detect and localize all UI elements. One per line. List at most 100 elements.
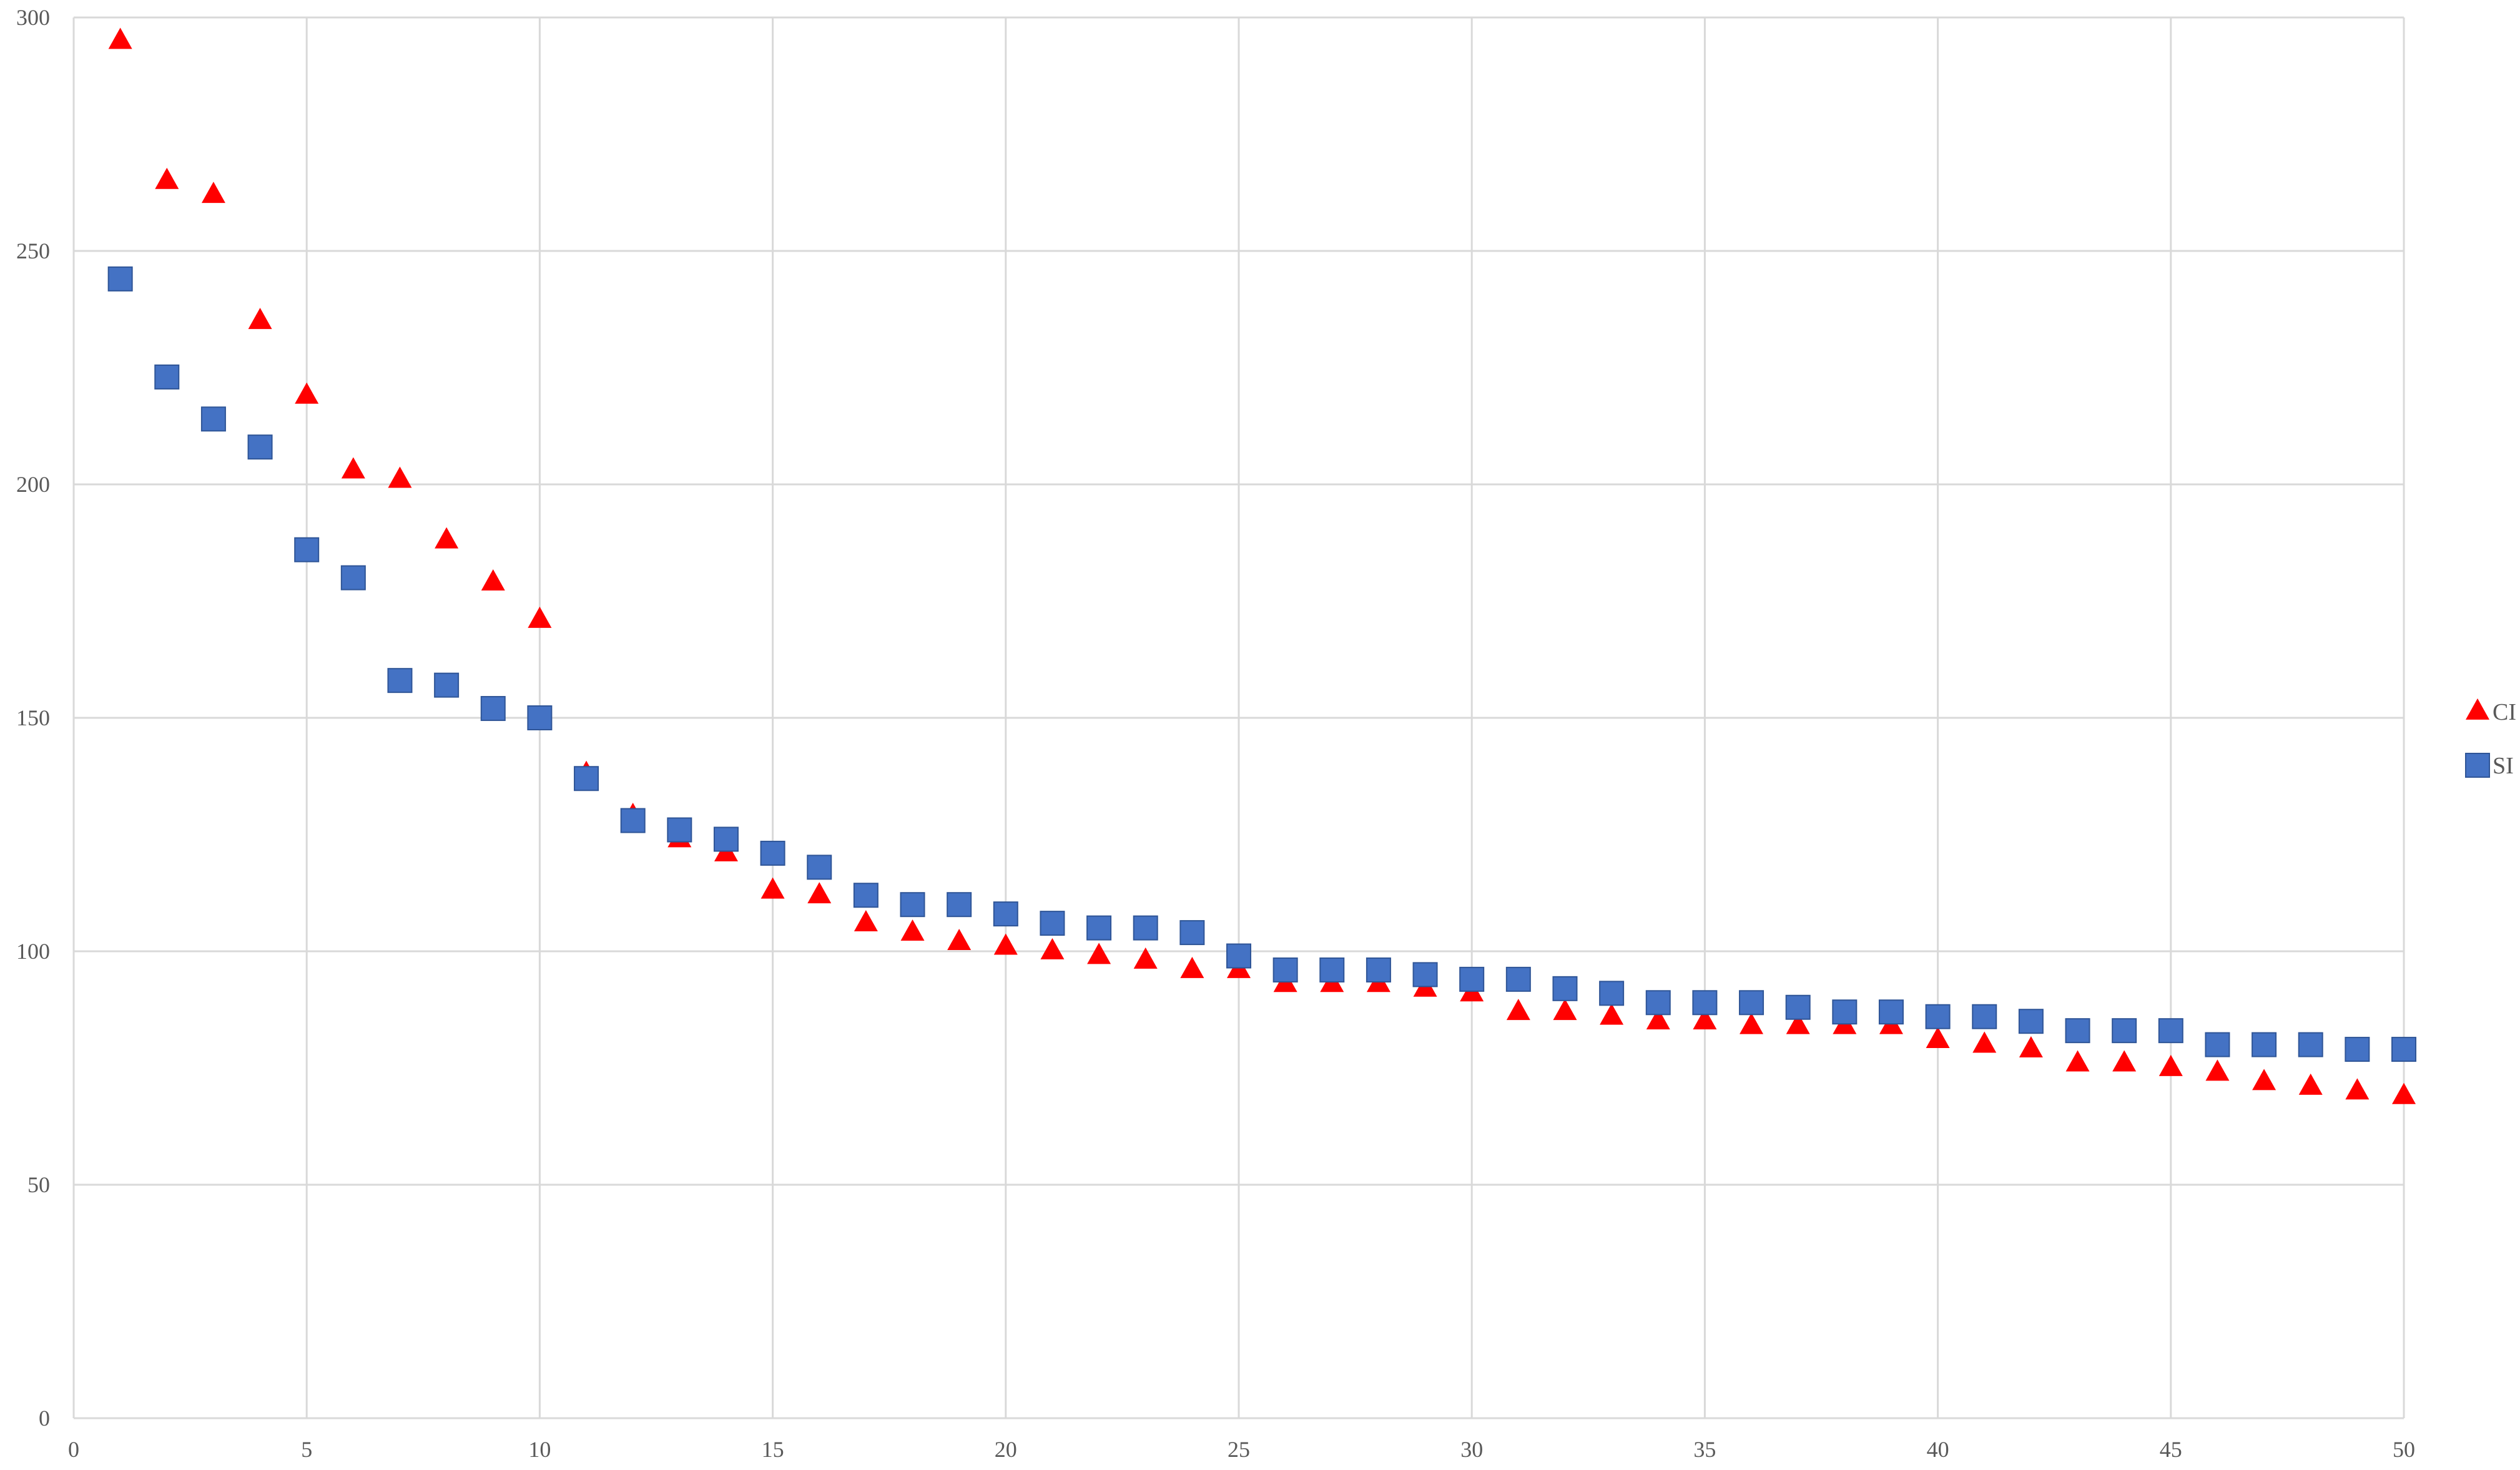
point-si [527,705,553,730]
point-si [2391,1037,2416,1062]
y-tick-label: 100 [16,939,50,964]
point-ci [2019,1036,2043,1057]
point-ci [108,27,132,49]
point-ci [2158,1054,2183,1076]
x-tick-label: 10 [528,1437,551,1462]
point-si [900,892,925,918]
x-tick-label: 20 [995,1437,1017,1462]
point-si [1272,957,1298,982]
point-ci [1926,1027,1950,1049]
point-si [2158,1018,2183,1044]
point-si [853,883,879,908]
point-si [2065,1018,2090,1044]
point-si [620,808,646,833]
point-si [247,434,273,460]
point-ci [807,882,832,904]
point-ci [248,308,272,330]
point-si [667,817,692,843]
point-si [154,364,180,390]
x-tick-label: 5 [301,1437,312,1462]
point-ci [201,182,225,203]
point-si [1179,920,1205,946]
point-si [2018,1009,2044,1034]
point-ci [528,606,552,628]
point-si [1645,990,1671,1016]
point-si [2252,1032,2277,1057]
point-ci [388,466,412,488]
y-tick-label: 250 [16,238,50,263]
y-tick-label: 150 [16,705,50,730]
tick-labels: 0 5 10 15 20 25 30 35 40 45 50 0 50 100 150 200 250 300 [16,5,2415,1462]
x-tick-label: 35 [1693,1437,1716,1462]
point-si [2298,1032,2323,1057]
point-ci [1506,999,1530,1021]
point-si [1878,999,1904,1025]
series-ci [108,27,2416,1104]
x-tick-label: 25 [1228,1437,1250,1462]
legend-label-ci: CI [2493,699,2516,725]
point-ci [947,928,972,950]
legend-marker-si [2465,753,2490,778]
point-ci [1646,1008,1670,1030]
point-ci [2345,1078,2370,1100]
point-ci [481,569,505,590]
point-si [2205,1032,2230,1057]
point-ci [1693,1008,1717,1030]
point-ci [1040,938,1065,959]
point-ci [1740,1012,1764,1034]
legend: CI SI [2465,698,2516,779]
x-tick-label: 45 [2160,1437,2182,1462]
point-si [574,766,599,791]
point-si [1412,962,1438,987]
point-si [1319,957,1345,982]
point-ci [1600,1003,1624,1025]
point-si [2345,1037,2370,1062]
point-si [1459,966,1485,992]
y-tick-label: 300 [16,5,50,30]
point-ci [341,457,365,479]
legend-label-si: SI [2493,753,2514,779]
point-ci [155,167,179,189]
point-si [807,855,832,880]
y-tick-label: 200 [16,472,50,497]
point-ci [1786,1012,1810,1034]
x-tick-label: 0 [68,1437,79,1462]
x-tick-label: 15 [762,1437,784,1462]
series-si [107,266,2416,1062]
point-ci [1180,956,1204,978]
point-si [340,565,366,590]
point-ci [2298,1073,2323,1095]
legend-marker-ci [2466,698,2489,720]
point-ci [2252,1069,2276,1090]
point-si [200,406,226,432]
point-ci [435,527,459,549]
point-ci [854,910,878,932]
point-si [1832,999,1858,1025]
data-marks [107,27,2416,1104]
point-si [993,901,1018,927]
x-tick-label: 50 [2393,1437,2415,1462]
point-si [480,696,506,722]
point-si [1366,957,1391,982]
x-tick-label: 30 [1460,1437,1483,1462]
y-tick-label: 0 [39,1406,50,1431]
point-si [1739,990,1764,1016]
point-si [2112,1018,2137,1044]
point-si [107,266,133,292]
point-ci [1087,943,1111,964]
y-tick-label: 50 [27,1172,50,1197]
point-ci [2112,1050,2137,1072]
point-si [1133,915,1158,941]
point-ci [1133,947,1158,969]
point-ci [1553,999,1577,1021]
point-si [434,672,460,698]
point-si [294,537,320,562]
point-ci [993,933,1018,955]
x-tick-label: 40 [1927,1437,1949,1462]
point-si [1086,915,1112,941]
point-si [1040,911,1065,936]
point-si [1599,981,1625,1006]
point-ci [2065,1050,2090,1072]
